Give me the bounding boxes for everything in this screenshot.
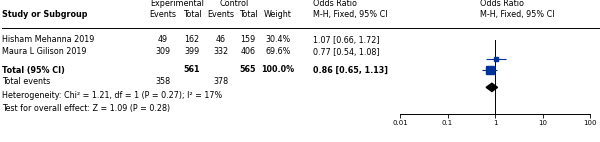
Text: Hisham Mehanna 2019: Hisham Mehanna 2019 xyxy=(2,36,94,44)
Text: 100.0%: 100.0% xyxy=(262,65,295,75)
Text: 159: 159 xyxy=(241,36,256,44)
Text: 565: 565 xyxy=(240,65,256,75)
Text: 49: 49 xyxy=(158,36,168,44)
Text: 406: 406 xyxy=(241,48,256,57)
Text: 358: 358 xyxy=(155,78,170,86)
Text: Weight: Weight xyxy=(264,10,292,19)
Text: Maura L Gilison 2019: Maura L Gilison 2019 xyxy=(2,48,86,57)
Text: 561: 561 xyxy=(184,65,200,75)
Text: Study or Subgroup: Study or Subgroup xyxy=(2,10,88,19)
Polygon shape xyxy=(486,83,497,91)
Text: 1.07 [0.66, 1.72]: 1.07 [0.66, 1.72] xyxy=(313,36,380,44)
Text: 0.86 [0.65, 1.13]: 0.86 [0.65, 1.13] xyxy=(313,65,388,75)
Text: 30.4%: 30.4% xyxy=(265,36,290,44)
Text: Events: Events xyxy=(208,10,235,19)
Text: Total: Total xyxy=(182,10,202,19)
Text: 69.6%: 69.6% xyxy=(265,48,290,57)
Text: Test for overall effect: Z = 1.09 (P = 0.28): Test for overall effect: Z = 1.09 (P = 0… xyxy=(2,104,170,112)
Text: Control: Control xyxy=(220,0,249,8)
Text: 378: 378 xyxy=(214,78,229,86)
Text: M-H, Fixed, 95% CI: M-H, Fixed, 95% CI xyxy=(480,10,554,19)
Text: M-H, Fixed, 95% CI: M-H, Fixed, 95% CI xyxy=(313,10,388,19)
Text: 332: 332 xyxy=(214,48,229,57)
Text: Total events: Total events xyxy=(2,78,50,86)
Text: Odds Ratio: Odds Ratio xyxy=(313,0,357,8)
Text: 0.77 [0.54, 1.08]: 0.77 [0.54, 1.08] xyxy=(313,48,380,57)
Text: 46: 46 xyxy=(216,36,226,44)
Text: Heterogeneity: Chi² = 1.21, df = 1 (P = 0.27); I² = 17%: Heterogeneity: Chi² = 1.21, df = 1 (P = … xyxy=(2,90,222,100)
Text: Experimental: Experimental xyxy=(151,0,205,8)
Text: Odds Ratio: Odds Ratio xyxy=(480,0,524,8)
Text: 399: 399 xyxy=(184,48,200,57)
Text: 162: 162 xyxy=(184,36,200,44)
Text: Total: Total xyxy=(239,10,257,19)
Text: 309: 309 xyxy=(155,48,170,57)
Text: Total (95% CI): Total (95% CI) xyxy=(2,65,65,75)
Text: Events: Events xyxy=(149,10,176,19)
